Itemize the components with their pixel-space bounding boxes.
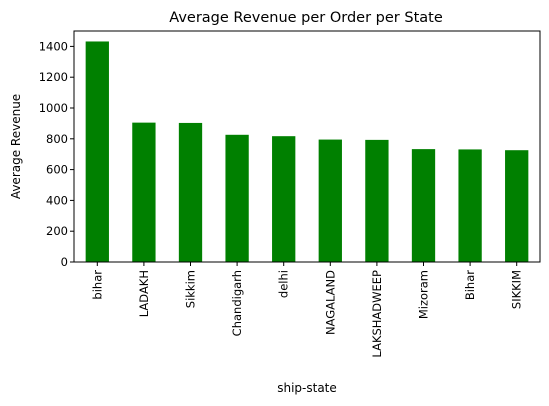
y-tick-label: 1400 xyxy=(39,39,68,53)
x-tick-label: LAKSHADWEEP xyxy=(370,270,384,358)
y-tick-label: 400 xyxy=(46,193,68,207)
plot-frame xyxy=(73,30,541,263)
bar-6 xyxy=(365,139,389,262)
y-tick-label: 200 xyxy=(46,224,68,238)
y-axis-ticks: 0 200 400 600 800 1000 1200 1400 xyxy=(39,39,74,269)
x-tick-label: NAGALAND xyxy=(323,270,337,335)
x-tick-label: LADAKH xyxy=(137,270,151,317)
bar-9 xyxy=(505,150,529,262)
x-axis-ticks: bihar LADAKH Sikkim Chandigarh delhi NAGALAND… xyxy=(90,262,524,358)
y-tick-label: 800 xyxy=(46,132,68,146)
x-tick-label: Mizoram xyxy=(417,270,431,319)
y-tick-label: 1200 xyxy=(39,70,68,84)
bar-3 xyxy=(225,134,249,262)
bar-2 xyxy=(178,122,203,262)
y-axis-label: Average Revenue xyxy=(9,94,23,199)
x-tick-label: delhi xyxy=(277,270,291,298)
y-tick-label: 600 xyxy=(46,163,68,177)
bar-1 xyxy=(132,122,156,262)
x-axis-label: ship-state xyxy=(277,381,337,395)
x-tick-label: Bihar xyxy=(463,270,477,300)
bars-group xyxy=(85,41,529,262)
x-tick-label: Chandigarh xyxy=(230,270,244,336)
x-tick-label: bihar xyxy=(90,270,104,300)
bar-4 xyxy=(272,136,296,262)
chart-title: Average Revenue per Order per State xyxy=(169,10,443,26)
bar-0 xyxy=(85,41,109,262)
bar-7 xyxy=(411,149,436,262)
y-tick-label: 0 xyxy=(61,255,68,269)
x-tick-label: SIKKIM xyxy=(510,270,524,309)
y-tick-label: 1000 xyxy=(39,101,68,115)
bar-5 xyxy=(318,139,342,262)
x-tick-label: Sikkim xyxy=(184,270,198,308)
bar-8 xyxy=(458,149,482,262)
